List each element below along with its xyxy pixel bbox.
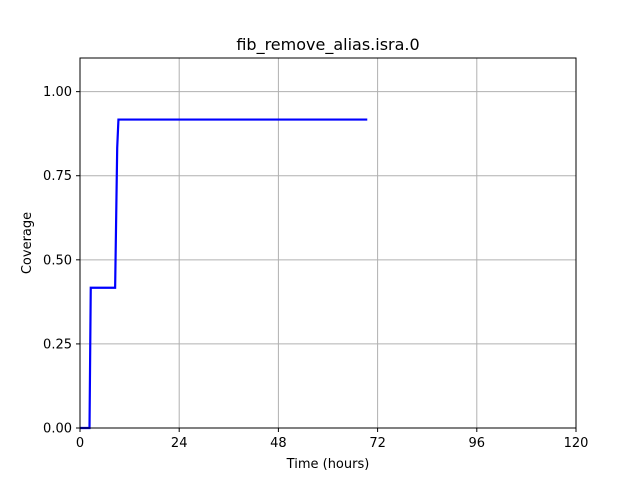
x-tick-label: 24: [171, 436, 188, 451]
y-tick-label: 1.00: [43, 85, 72, 100]
y-tick-label: 0.25: [43, 337, 72, 352]
coverage-line: [80, 118, 368, 430]
y-tick-label: 0.50: [43, 253, 72, 268]
series-layer: [80, 118, 368, 430]
y-tick-label: 0.75: [43, 169, 72, 184]
x-axis-label: Time (hours): [286, 457, 370, 472]
grid: [79, 58, 577, 429]
x-tick-label: 48: [270, 436, 287, 451]
chart-title: fib_remove_alias.isra.0: [236, 35, 419, 55]
x-tick-label: 72: [369, 436, 386, 451]
y-axis-label: Coverage: [20, 212, 35, 274]
x-tick-label: 0: [76, 436, 84, 451]
ticks: 0 24 48 72 96 120 0.00 0.25 0.50 0.75 1.00: [43, 85, 588, 451]
x-tick-label: 120: [564, 436, 589, 451]
y-tick-label: 0.00: [43, 422, 72, 437]
plot-frame: [79, 57, 577, 429]
x-tick-label: 96: [469, 436, 486, 451]
